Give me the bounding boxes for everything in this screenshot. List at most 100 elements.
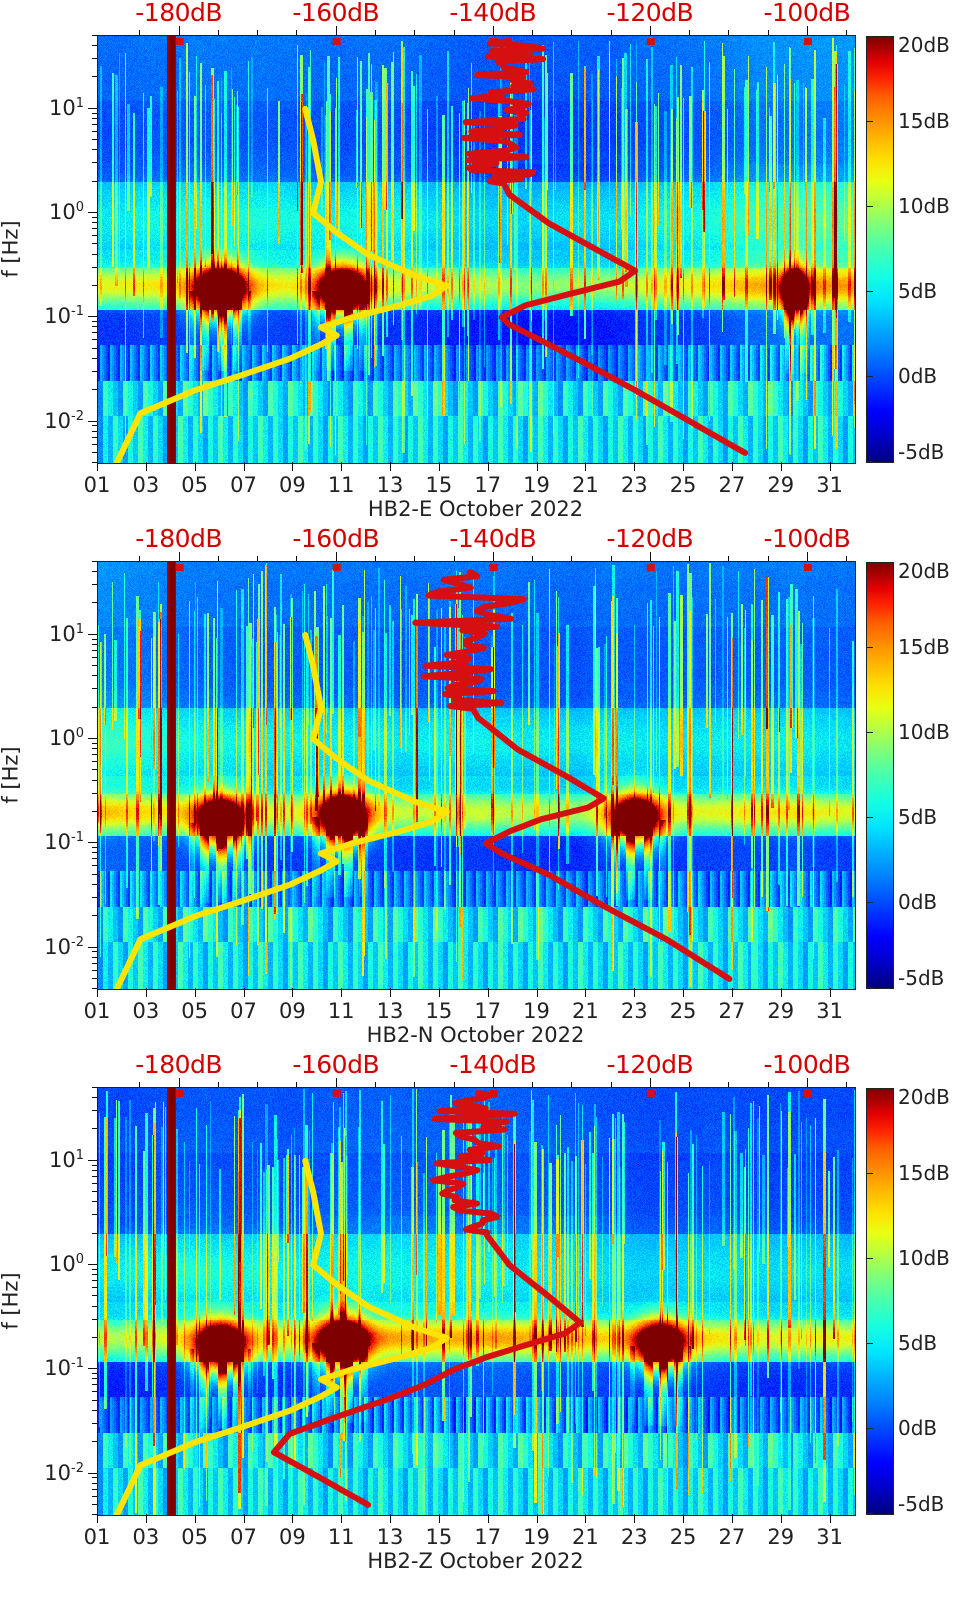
frequency-tick: [88, 1472, 97, 1474]
day-axis-2: 01 03 05 07 09 11 13 15 17 19 21 23 25 27 29 31: [84, 1514, 854, 1554]
day-tick-label: 25: [669, 1525, 697, 1549]
day-tick: [683, 462, 685, 471]
top-db-marker: [175, 564, 184, 571]
top-db-minor-tick: [689, 30, 691, 35]
frequency-tick-label: 10-1: [44, 304, 84, 329]
top-db-tick: [806, 552, 808, 561]
frequency-minor-tick: [92, 951, 97, 953]
day-tick: [634, 988, 636, 997]
frequency-minor-tick: [92, 130, 97, 132]
day-tick-label: 05: [181, 1525, 209, 1549]
top-db-minor-tick: [453, 556, 455, 561]
frequency-minor-tick: [92, 216, 97, 218]
frequency-minor-tick: [92, 266, 97, 268]
frequency-minor-tick: [92, 742, 97, 744]
colorbar-tick: [867, 206, 873, 207]
frequency-tick-label: 10-2: [44, 934, 84, 959]
frequency-tick: [88, 633, 97, 635]
top-db-tick: [335, 552, 337, 561]
frequency-minor-tick: [92, 357, 97, 359]
frequency-minor-tick: [92, 847, 97, 849]
colorbar-tick-label: 10dB: [898, 1246, 950, 1270]
panel-title-0: HB2-E October 2022: [367, 497, 584, 521]
day-tick: [536, 462, 538, 471]
colorbar-tick: [867, 817, 873, 818]
top-db-minor-tick: [767, 556, 769, 561]
top-db-label: -120dB: [606, 0, 694, 27]
top-db-minor-tick: [846, 30, 848, 35]
top-db-label: -100dB: [763, 0, 851, 27]
frequency-minor-tick: [92, 969, 97, 971]
top-db-minor-tick: [532, 30, 534, 35]
top-db-tick: [492, 1078, 494, 1087]
frequency-axis-2: f [Hz] 101 100 10-1 10-2: [0, 1087, 97, 1515]
frequency-axis-0: f [Hz] 101 100 10-1 10-2: [0, 35, 97, 463]
frequency-minor-tick: [92, 370, 97, 372]
day-tick-label: 09: [278, 1525, 306, 1549]
top-db-minor-tick: [767, 1082, 769, 1087]
top-db-minor-tick: [610, 1082, 612, 1087]
day-tick-label: 11: [327, 1525, 355, 1549]
panel-hb2-z: -180dB -160dB -140dB -120dB -100dB f [Hz] 10…: [0, 1050, 962, 1585]
frequency-minor-tick: [92, 123, 97, 125]
day-tick: [97, 988, 98, 997]
frequency-minor-tick: [92, 389, 97, 391]
top-db-minor-tick: [571, 30, 573, 35]
nhnm-curve: [461, 37, 749, 456]
day-tick-label: 29: [767, 999, 795, 1023]
frequency-minor-tick: [92, 865, 97, 867]
top-db-label: -160dB: [292, 1050, 380, 1079]
day-tick: [194, 462, 196, 471]
frequency-minor-tick: [92, 1280, 97, 1282]
day-tick: [829, 1514, 831, 1523]
day-tick-label: 07: [230, 999, 257, 1023]
top-db-label: -100dB: [763, 1050, 851, 1079]
day-tick: [683, 1514, 685, 1523]
frequency-minor-tick: [92, 1169, 97, 1171]
frequency-minor-tick: [92, 1373, 97, 1375]
top-db-marker: [803, 38, 812, 45]
day-tick: [390, 462, 392, 471]
day-tick: [292, 462, 294, 471]
colorbar-tick: [867, 461, 873, 462]
day-tick: [390, 1514, 392, 1523]
top-db-tick: [806, 1078, 808, 1087]
top-db-label: -180dB: [135, 0, 223, 27]
top-db-minor-tick: [374, 1082, 376, 1087]
top-db-marker: [175, 38, 184, 45]
frequency-tick: [88, 738, 97, 740]
day-tick-label: 09: [278, 999, 306, 1023]
frequency-tick: [88, 1368, 97, 1370]
colorbar-labels-0: 20dB 15dB 10dB 5dB 0dB -5dB: [898, 33, 962, 464]
panel-title-2: HB2-Z October 2022: [367, 1549, 584, 1573]
colorbar-tick-label: -5dB: [898, 440, 945, 464]
spectrogram-image-0: [97, 35, 856, 464]
frequency-minor-tick: [92, 1514, 97, 1515]
colorbar-tick: [867, 1513, 873, 1514]
colorbar-labels-2: 20dB 15dB 10dB 5dB 0dB -5dB: [898, 1085, 962, 1516]
day-tick: [585, 462, 587, 471]
frequency-minor-tick: [92, 1305, 97, 1307]
frequency-minor-tick: [92, 462, 97, 463]
colorbar-tick-label: 5dB: [898, 1331, 938, 1355]
frequency-minor-tick: [92, 436, 97, 438]
colorbar-tick-label: 15dB: [898, 109, 950, 133]
top-db-minor-tick: [689, 1082, 691, 1087]
colorbar-tick-label: 15dB: [898, 1161, 950, 1185]
nhnm-curve: [412, 569, 733, 982]
colorbar-ticks-0: [866, 36, 892, 462]
day-tick: [780, 462, 782, 471]
frequency-minor-tick: [92, 1164, 97, 1166]
day-tick-label: 23: [620, 473, 648, 497]
colorbar-labels-1: 20dB 15dB 10dB 5dB 0dB -5dB: [898, 559, 962, 990]
top-db-minor-tick: [414, 1082, 416, 1087]
frequency-tick: [88, 212, 97, 214]
day-tick-label: 17: [474, 999, 502, 1023]
top-db-label: -140dB: [449, 524, 537, 553]
nlnm-curve: [113, 105, 450, 463]
top-db-axis-1: -180dB -160dB -140dB -120dB -100dB: [97, 524, 854, 561]
frequency-tick: [88, 1159, 97, 1161]
frequency-minor-tick: [92, 451, 97, 453]
day-tick: [97, 1514, 98, 1523]
frequency-minor-tick: [92, 754, 97, 756]
